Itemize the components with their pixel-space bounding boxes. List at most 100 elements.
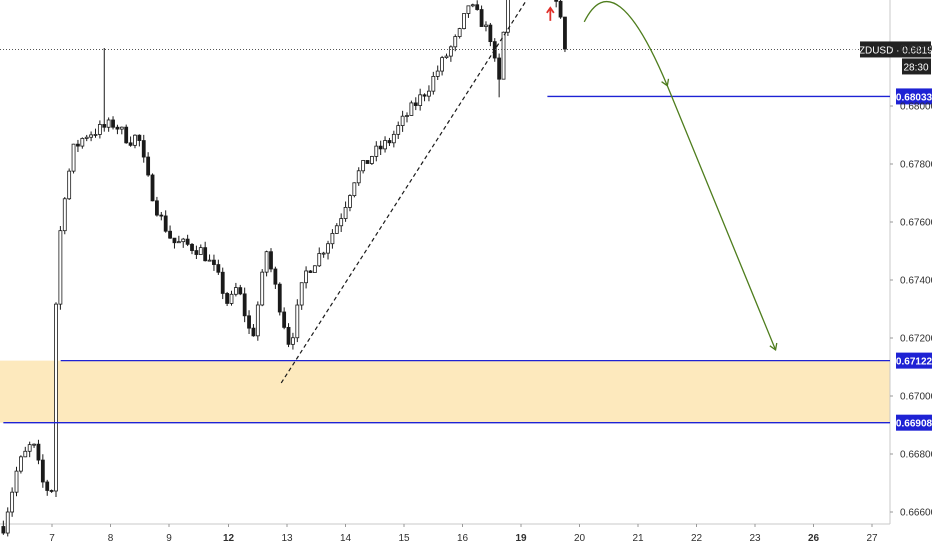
candle-body	[10, 491, 15, 513]
candle-body	[146, 156, 151, 176]
candle-body	[251, 327, 256, 337]
candle-body	[111, 119, 115, 128]
candle	[462, 13, 466, 30]
candle-body	[488, 24, 493, 43]
candle-body	[238, 287, 243, 295]
candle	[159, 211, 164, 221]
candle-body	[247, 315, 251, 329]
candle-body	[506, 0, 510, 33]
x-tick-label: 16	[457, 533, 469, 544]
countdown-label: 28:30	[903, 62, 928, 73]
candle	[27, 441, 32, 458]
candle	[440, 55, 445, 76]
candle	[146, 152, 151, 177]
countdown-box	[902, 58, 931, 75]
candle-body	[387, 140, 392, 144]
candle-body	[361, 160, 366, 172]
candle	[409, 100, 414, 117]
candle	[23, 446, 28, 458]
candle-body	[501, 31, 506, 80]
support-zone-layer	[0, 360, 890, 423]
x-tick-label: 15	[398, 533, 410, 544]
candle-body	[32, 443, 36, 446]
candle	[418, 88, 423, 111]
candle	[18, 455, 23, 474]
x-tick-label: 23	[749, 533, 761, 544]
candle	[558, 0, 563, 19]
candle-body	[18, 456, 23, 472]
up-arrow-marker	[546, 6, 555, 21]
candle-body	[185, 238, 190, 245]
candle-body	[391, 133, 396, 144]
candle-body	[62, 198, 67, 232]
candle	[238, 284, 243, 296]
candle	[40, 454, 45, 488]
candle-body	[97, 124, 102, 135]
candle	[484, 21, 488, 32]
candle	[76, 139, 80, 152]
candle	[71, 143, 76, 174]
candle-body	[106, 119, 111, 128]
x-tick-label: 13	[281, 533, 293, 544]
level-tag-box	[896, 352, 932, 369]
candle	[466, 5, 471, 18]
candle	[54, 302, 58, 497]
candle-body	[435, 70, 440, 77]
projection-path	[583, 1, 777, 351]
candle-body	[308, 270, 313, 273]
candle-body	[49, 490, 54, 492]
candle-body	[76, 143, 80, 147]
candle-body	[326, 243, 330, 254]
x-tick-label: 7	[49, 533, 55, 544]
candle-body	[150, 174, 155, 202]
level-tag-box	[896, 88, 932, 105]
candle	[321, 251, 326, 258]
drawing-layer	[0, 0, 890, 424]
candle	[405, 112, 409, 123]
candle-body	[89, 134, 93, 138]
candle-body	[198, 247, 203, 255]
candle	[168, 225, 172, 239]
candle-body	[400, 115, 405, 126]
candle	[203, 241, 208, 262]
candle	[299, 282, 304, 310]
candle-body	[5, 511, 10, 534]
candle-body	[484, 24, 488, 27]
candle	[348, 194, 352, 212]
candle	[32, 443, 36, 448]
candle	[470, 3, 475, 8]
candle-body	[413, 102, 418, 106]
candle-body	[1, 526, 6, 534]
x-tick-label: 8	[108, 533, 114, 544]
support-zone	[0, 360, 890, 423]
candle-body	[203, 247, 208, 262]
candle	[444, 53, 449, 59]
candle-body	[356, 170, 361, 184]
candle	[133, 134, 137, 149]
candle	[269, 248, 273, 273]
candle-body	[431, 75, 436, 92]
candle	[264, 250, 269, 277]
candle-body	[348, 195, 352, 208]
candle	[448, 45, 453, 62]
level-tag-label: 0.66908	[896, 419, 932, 430]
candle	[326, 240, 330, 260]
candle	[295, 299, 300, 343]
candle	[383, 136, 387, 153]
candle-body	[273, 268, 278, 285]
candle	[356, 167, 361, 186]
candle	[282, 307, 287, 330]
x-tick-label: 19	[515, 533, 527, 544]
candle-body	[233, 287, 238, 295]
candle	[155, 196, 159, 217]
candle-body	[181, 238, 186, 243]
candle-body	[374, 145, 379, 157]
candle-body	[304, 270, 308, 284]
candle-body	[453, 36, 458, 48]
